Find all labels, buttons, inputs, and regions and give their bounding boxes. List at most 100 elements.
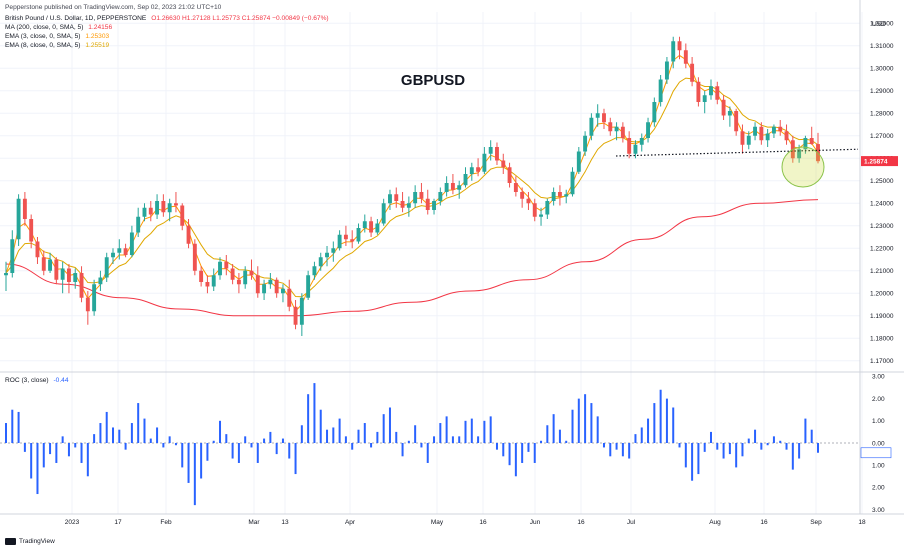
roc-tick-label: 1.00 (872, 418, 885, 425)
candle-body (696, 81, 701, 102)
roc-bar (697, 443, 700, 475)
roc-bar (269, 431, 272, 443)
roc-bar (584, 394, 587, 443)
candle (482, 147, 487, 174)
roc-bar (156, 427, 159, 443)
candle-body (281, 288, 285, 294)
candle-body (325, 252, 329, 258)
roc-bar (338, 418, 341, 443)
candle (35, 237, 40, 264)
candle-body (148, 207, 153, 215)
candle-body (627, 138, 632, 154)
candle (740, 124, 745, 154)
candle (721, 95, 726, 120)
candle (331, 241, 336, 262)
price-tick-label: 1.21000 (870, 268, 894, 275)
ema3-value: 1.25303 (85, 33, 110, 40)
roc-bar (231, 443, 234, 459)
candle (771, 124, 776, 138)
tradingview-footer[interactable]: TradingView (5, 538, 55, 545)
roc-bar (527, 443, 530, 452)
candle (293, 300, 298, 330)
candle-body (545, 201, 550, 215)
symbol-line: British Pound / U.S. Dollar, 1D, PEPPERS… (5, 15, 332, 24)
roc-bar (716, 443, 719, 450)
candle-body (29, 219, 34, 242)
roc-bar (741, 443, 744, 457)
candle (715, 81, 720, 105)
roc-bar (678, 443, 681, 448)
candle (350, 230, 355, 249)
candle (186, 219, 191, 249)
roc-bar (263, 438, 266, 443)
ma-value: 1.24156 (88, 24, 113, 31)
candle-body (683, 50, 688, 64)
candle (614, 122, 619, 141)
candle-body (583, 135, 588, 152)
price-axis-unit: USD (872, 21, 886, 28)
candle-body (784, 131, 789, 141)
candle (551, 187, 556, 206)
candle (690, 57, 695, 87)
candle-body (532, 203, 537, 217)
roc-bar (464, 420, 467, 443)
candle-body (702, 95, 707, 102)
roc-bar (640, 427, 643, 443)
roc-tick-label: 2.00 (872, 396, 885, 403)
candle-body (803, 138, 808, 150)
roc-bar (722, 443, 725, 459)
roc-bar (80, 443, 83, 463)
roc-bar (546, 425, 549, 443)
roc-legend[interactable]: ROC (3, close) -0.44 (5, 377, 71, 386)
candle-body (48, 259, 53, 271)
roc-bar (74, 443, 77, 448)
time-tick-label: Mar (248, 519, 260, 526)
price-tick-label: 1.31000 (870, 43, 894, 50)
roc-bar (703, 443, 706, 452)
candle (312, 261, 317, 280)
roc-bar (502, 443, 505, 457)
candle-body (35, 241, 40, 258)
candle-body (60, 268, 65, 280)
roc-bar (817, 443, 819, 453)
candle-body (41, 257, 46, 271)
candle (513, 176, 518, 197)
candle-body (709, 86, 713, 96)
candle-body (356, 228, 361, 242)
roc-bar (288, 443, 291, 459)
roc-bar (42, 443, 45, 468)
roc-bar (130, 423, 133, 443)
candle (92, 279, 97, 316)
ema8-legend[interactable]: EMA (8, close, 0, SMA, 5) 1.25519 (5, 42, 112, 51)
roc-bar (168, 436, 171, 443)
candle (249, 259, 254, 280)
candle-body (469, 167, 474, 174)
candle-body (432, 201, 436, 210)
candle (362, 214, 367, 233)
candle (287, 279, 292, 312)
roc-bar (112, 427, 115, 443)
candle-body (463, 174, 468, 186)
candle-body (778, 126, 783, 132)
roc-bar (105, 411, 108, 443)
candle (520, 187, 525, 208)
roc-bar (137, 403, 140, 443)
roc-bar (602, 443, 605, 448)
time-tick-label: 16 (760, 519, 768, 526)
price-tick-label: 1.32000 (870, 21, 894, 28)
candle-body (488, 147, 493, 154)
roc-bar (565, 440, 568, 443)
candle-body (249, 270, 254, 276)
candle (463, 167, 468, 188)
candle-body (111, 252, 115, 258)
candle (564, 189, 569, 204)
roc-bar (779, 440, 782, 443)
roc-value: -0.44 (53, 377, 69, 384)
candle-body (381, 203, 386, 224)
roc-bar (615, 443, 618, 450)
roc-bar (376, 431, 379, 443)
ma-legend[interactable]: MA (200, close, 0, SMA, 5) 1.24156 (5, 24, 115, 33)
ema3-legend[interactable]: EMA (3, close, 0, SMA, 5) 1.25303 (5, 33, 112, 42)
